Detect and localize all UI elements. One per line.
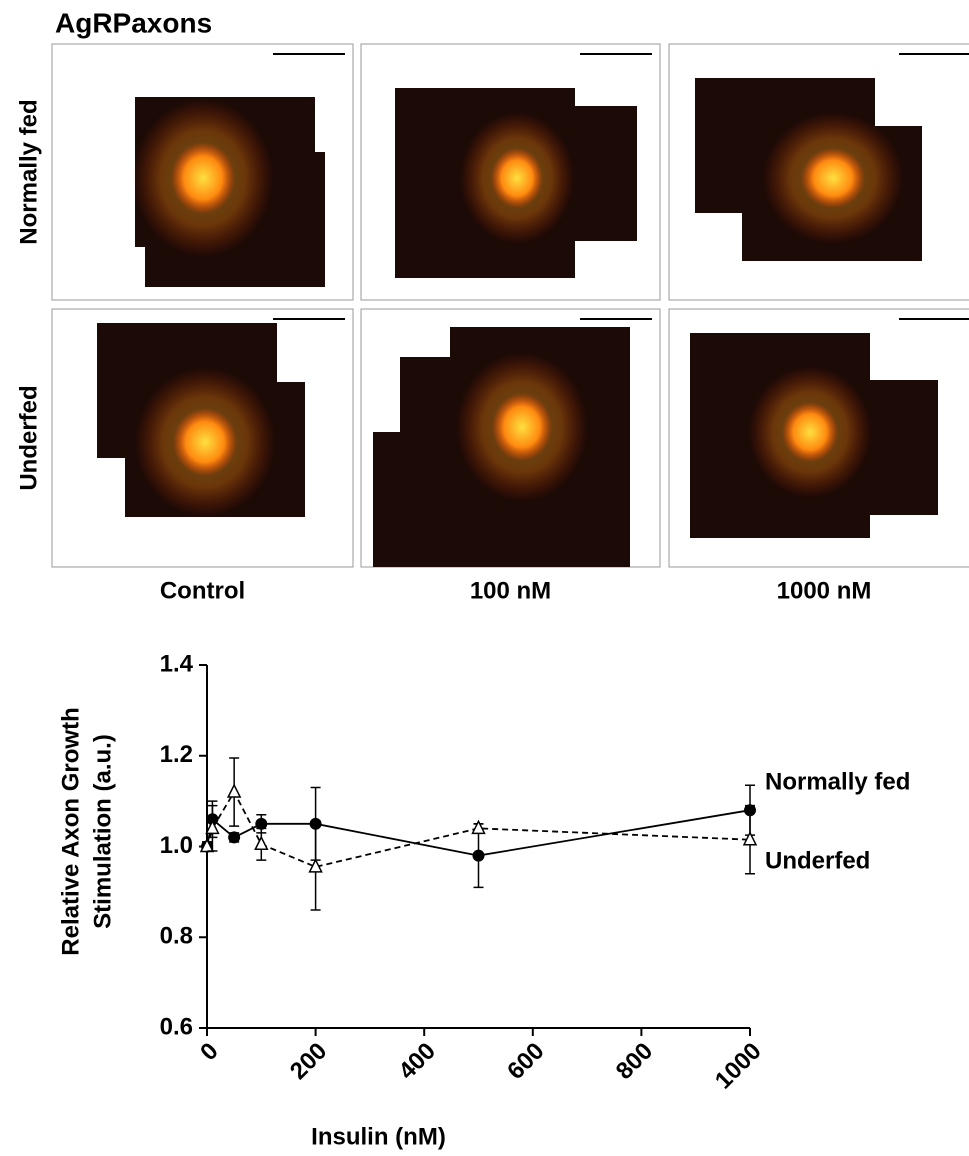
point xyxy=(471,819,486,835)
point xyxy=(254,835,269,850)
explant xyxy=(782,402,838,462)
x-tick-label: 400 xyxy=(394,1038,441,1085)
explant xyxy=(171,142,235,214)
y-tick-label: 1.2 xyxy=(160,741,193,768)
x-tick-label: 200 xyxy=(285,1038,332,1085)
y-axis-label: Relative Axon Growth xyxy=(57,707,84,955)
point xyxy=(742,831,758,846)
y-tick-label: 1.0 xyxy=(160,832,193,859)
y-tick-label: 1.4 xyxy=(160,650,194,677)
point xyxy=(199,837,215,853)
x-tick-label: 1000 xyxy=(710,1038,767,1095)
series-label: Underfed xyxy=(765,847,870,874)
explant xyxy=(491,148,543,208)
point xyxy=(228,831,241,844)
x-tick-label: 600 xyxy=(502,1038,549,1085)
point xyxy=(226,783,242,798)
y-tick-label: 0.8 xyxy=(160,923,193,950)
series-label: Normally fed xyxy=(765,768,910,795)
point xyxy=(255,817,268,830)
micrograph-tile xyxy=(400,357,460,437)
x-tick-label: 800 xyxy=(611,1038,658,1085)
explant xyxy=(173,408,237,476)
row-label: Underfed xyxy=(15,385,42,490)
point xyxy=(472,849,485,862)
micrograph-tile xyxy=(575,106,637,241)
chart: 0.6 0.8 1.0 1.2 1.4 0 200 400 600 800 1000 Insulin … xyxy=(57,650,910,1150)
explant xyxy=(801,148,865,208)
x-axis-label: Insulin (nM) xyxy=(311,1123,446,1150)
column-label: 1000 nM xyxy=(777,577,872,604)
point xyxy=(308,858,323,873)
y-axis-label: Stimulation (a.u.) xyxy=(89,734,116,929)
column-label: 100 nM xyxy=(470,577,551,604)
y-tick-label: 0.6 xyxy=(160,1013,193,1040)
point xyxy=(205,819,220,835)
explant xyxy=(492,393,552,461)
x-tick-label: 0 xyxy=(195,1038,224,1067)
row-label: Normally fed xyxy=(15,99,42,244)
figure-title: AgRPaxons xyxy=(55,7,212,38)
micrograph-grid: Normally fed Underfed Control 100 nM 1000 nM xyxy=(15,43,969,604)
column-label: Control xyxy=(160,577,245,604)
